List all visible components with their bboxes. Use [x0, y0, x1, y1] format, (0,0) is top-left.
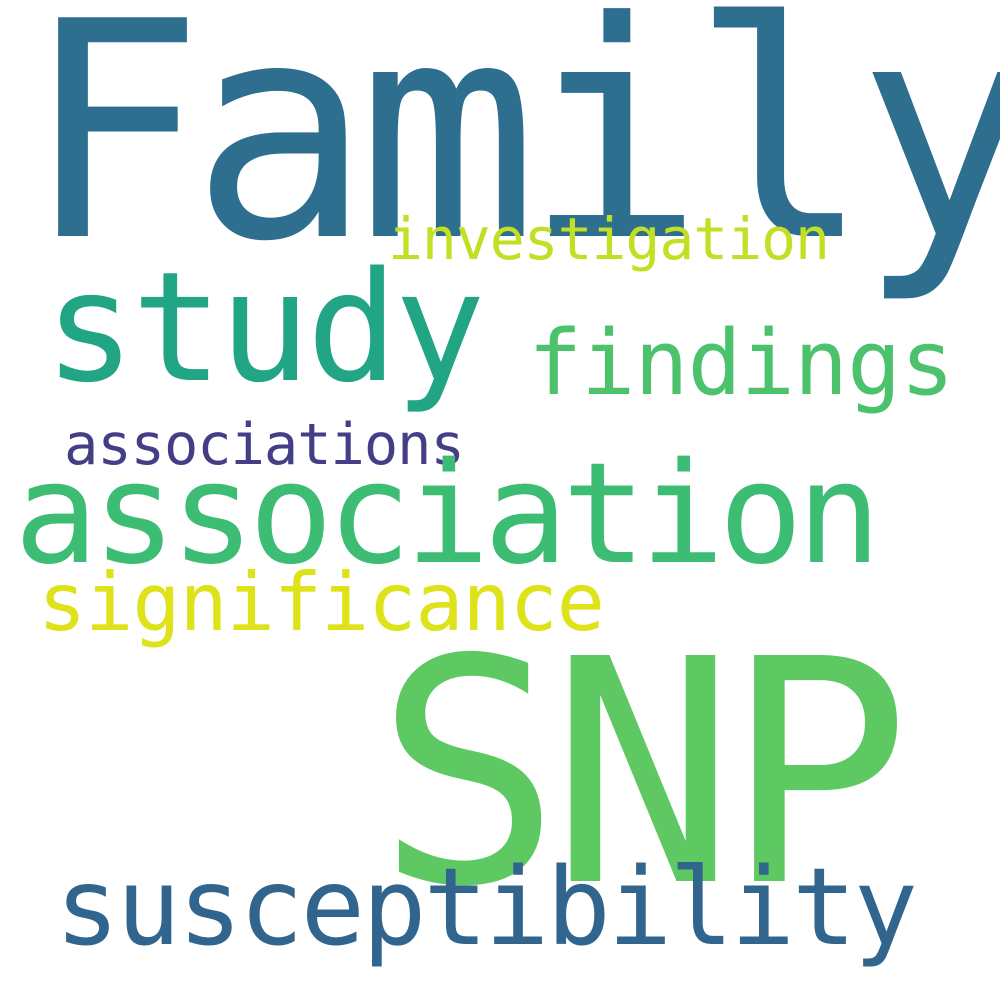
word-significance: significance	[38, 556, 605, 649]
word-susceptibility: susceptibility	[55, 846, 918, 970]
word-investigation: investigation	[388, 205, 830, 273]
word-study: study	[44, 239, 486, 416]
word-findings: findings	[528, 311, 954, 416]
word-association: association	[14, 433, 881, 596]
word-snp: SNP	[375, 594, 911, 955]
word-associations: associations	[64, 412, 465, 478]
word-family: Family	[24, 0, 1000, 307]
